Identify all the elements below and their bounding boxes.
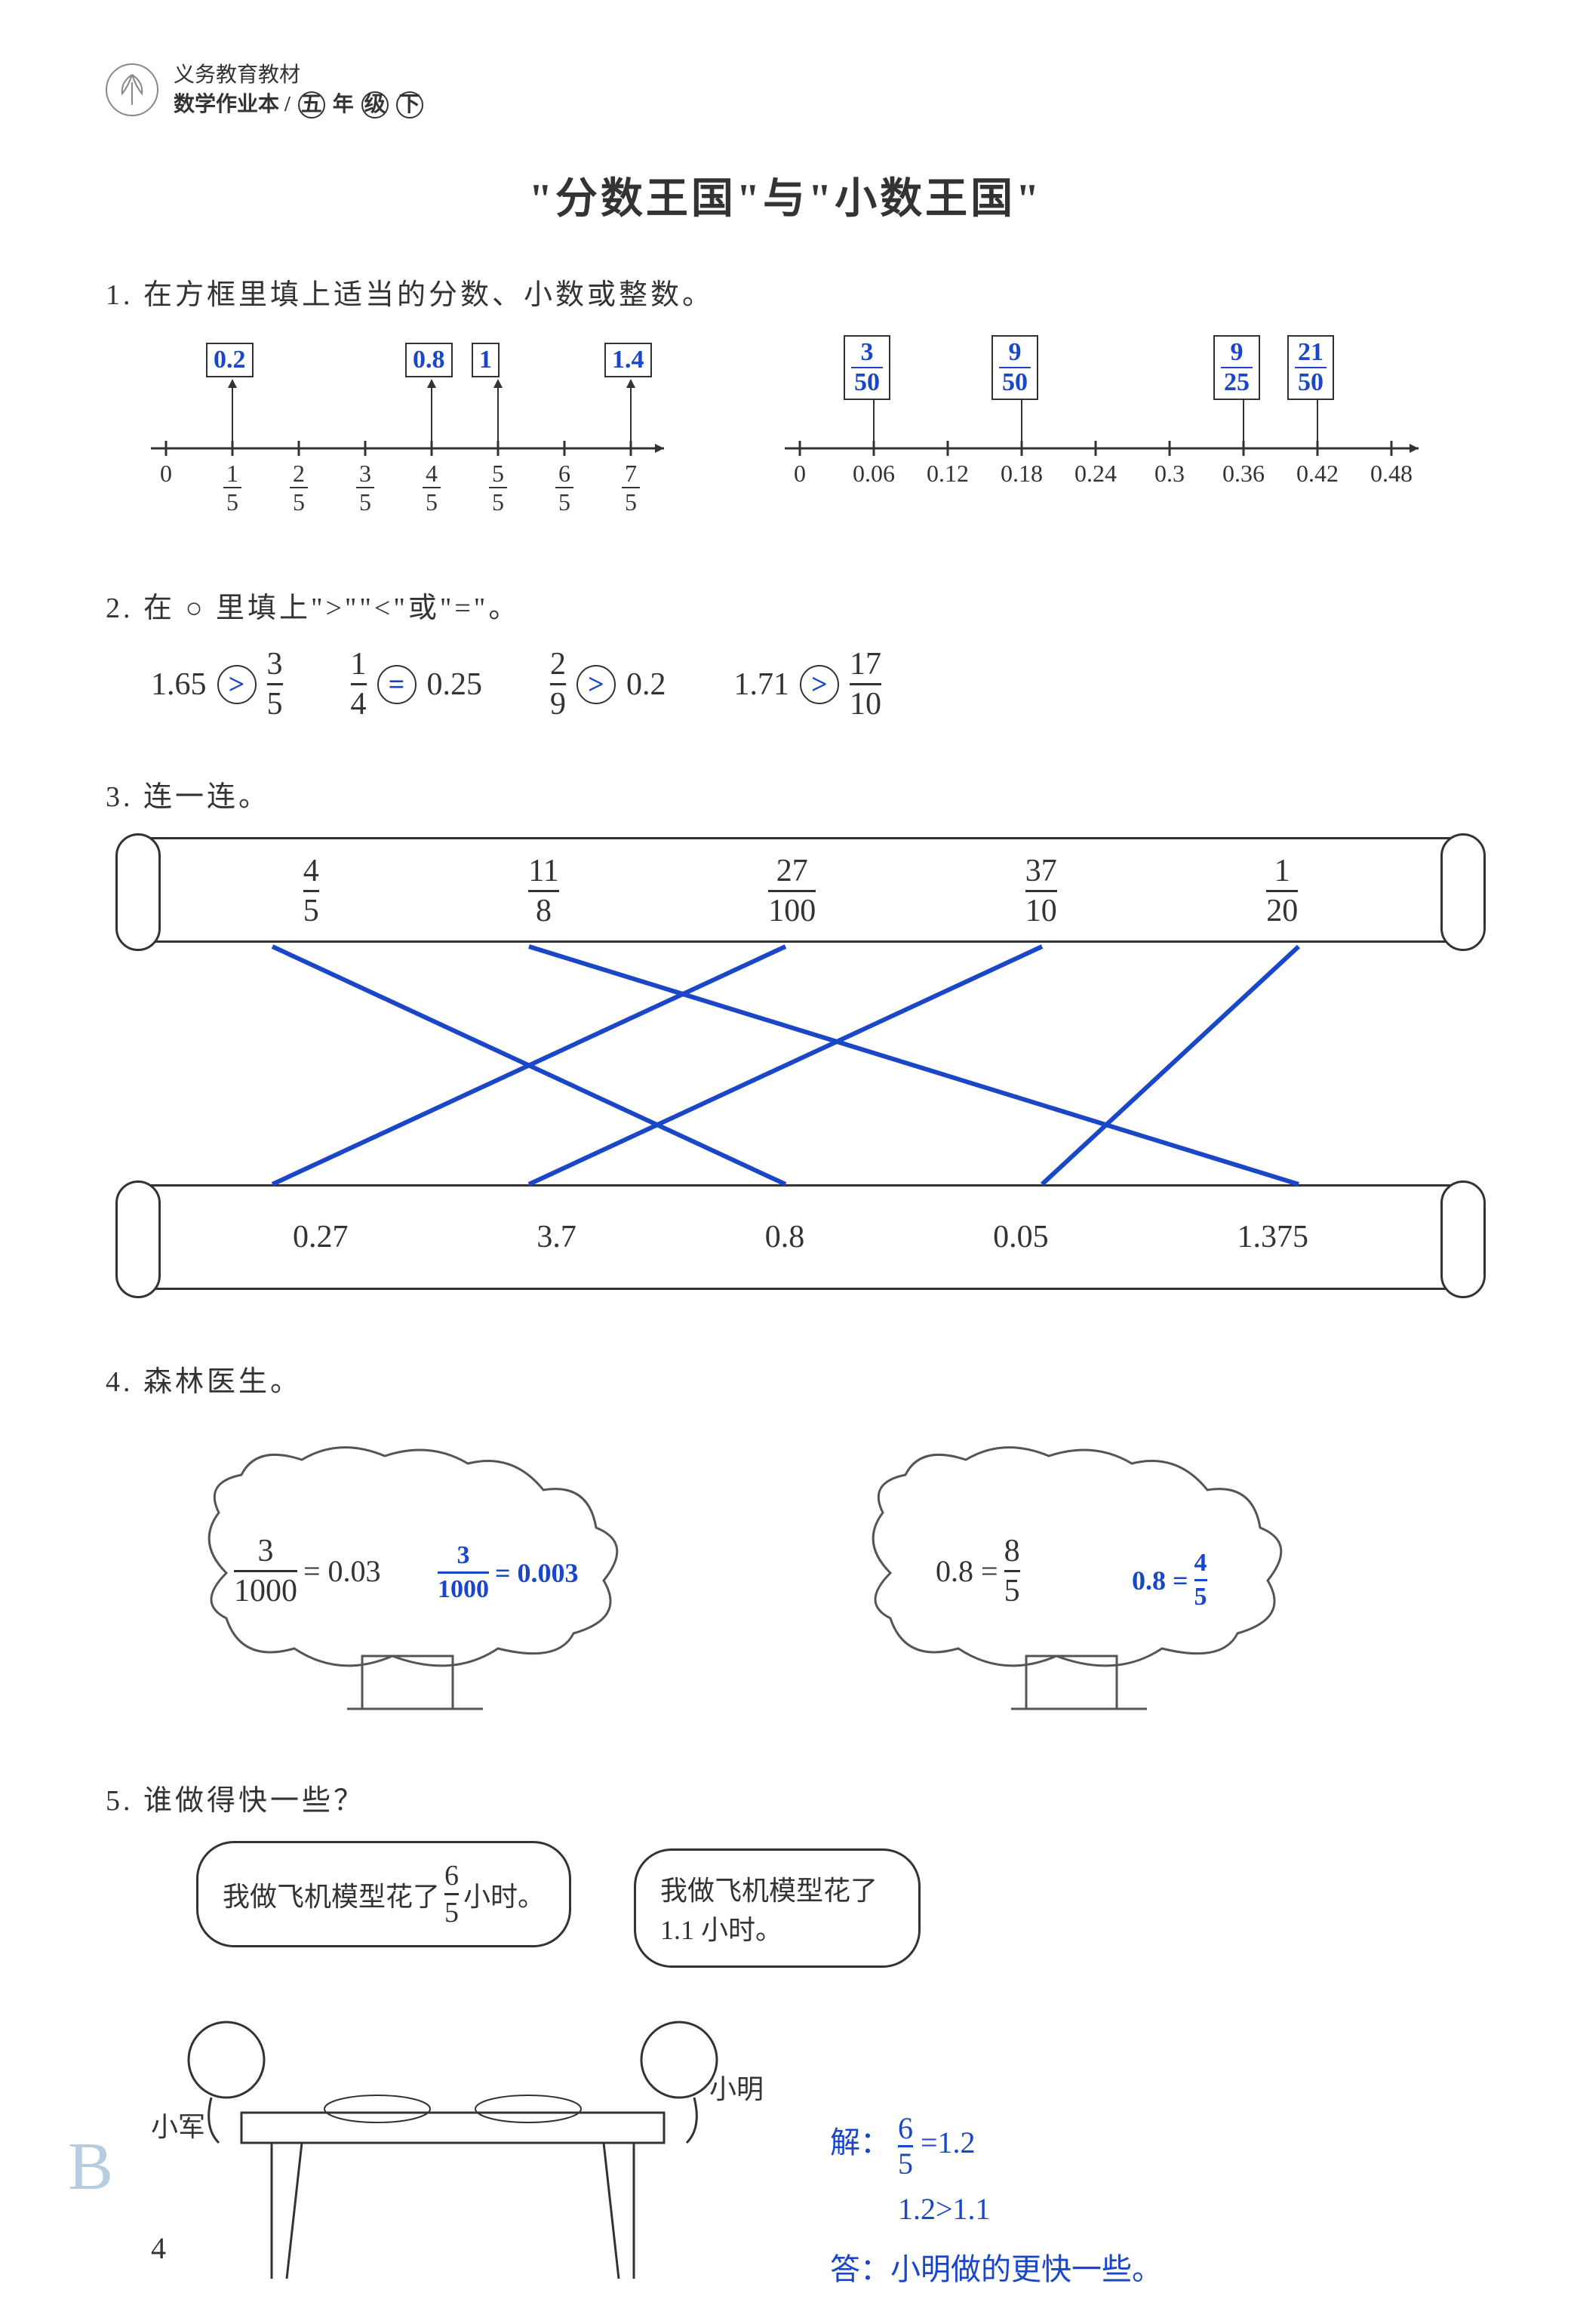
match-fraction: 3710 <box>1025 853 1057 927</box>
match-decimal: 0.05 <box>993 1219 1049 1255</box>
scroll-top: 45 118 27100 3710 120 <box>136 837 1465 943</box>
number-line-right: 0 0.06 0.12 0.18 0.24 0.3 0.36 0.42 0.48 350 950 9… <box>770 335 1434 531</box>
answer-box: 2150 <box>1287 335 1334 400</box>
tree-left-printed: 31000 = 0.03 <box>234 1535 381 1607</box>
page-title: "分数王国"与"小数王国" <box>106 165 1465 226</box>
tree-right-answer: 0.8 = 45 <box>1132 1550 1207 1610</box>
compare-row: 1.65>35 14=0.25 29>0.2 1.71>1710 <box>106 648 1465 720</box>
problem-3: 3. 连一连。 45 118 27100 3710 120 0.27 3.7 0.8 0.05… <box>106 773 1465 1305</box>
match-decimal: 3.7 <box>536 1219 576 1255</box>
scroll-cap-icon <box>115 833 161 951</box>
publisher-logo-icon <box>106 63 158 116</box>
tick-label: 0.42 <box>1295 460 1340 488</box>
tick-label: 45 <box>417 460 447 516</box>
compare-item: 1.65>35 <box>151 648 283 720</box>
compare-item: 1.71>1710 <box>734 648 882 720</box>
tick-label: 0.36 <box>1221 460 1266 488</box>
match-fraction: 45 <box>303 853 319 927</box>
scroll-cap-icon <box>1440 833 1486 951</box>
tick-label: 15 <box>217 460 247 516</box>
tick-label: 65 <box>549 460 580 516</box>
problem-5: 5. 谁做得快一些？ 我做飞机模型花了 65 小时。 我做飞机模型花了 1.1 … <box>106 1777 1465 2324</box>
compare-circle: > <box>800 665 839 704</box>
solution-line1: 解： 65 =1.2 <box>830 2113 1162 2178</box>
problem-5-text: 5. 谁做得快一些？ <box>106 1777 1465 1818</box>
problem-5-scene: 我做飞机模型花了 65 小时。 我做飞机模型花了 1.1 小时。 小军 小明 解… <box>106 1841 1465 2324</box>
match-decimal: 0.8 <box>765 1219 805 1255</box>
connection-lines <box>106 943 1465 1199</box>
tick-label: 0.12 <box>925 460 970 488</box>
scroll-bottom: 0.27 3.7 0.8 0.05 1.375 <box>136 1184 1465 1290</box>
tick-label: 0 <box>151 460 181 488</box>
page-number: 4 <box>151 2230 166 2266</box>
problem-1: 1. 在方框里填上适当的分数、小数或整数。 0 15 25 35 45 55 65 75 0.… <box>106 271 1465 531</box>
answer-box: 1 <box>472 343 500 377</box>
tree-left: 31000 = 0.03 31000 = 0.003 <box>151 1422 679 1724</box>
workbook-header: 义务教育教材 数学作业本 / 五 年 级 下 <box>106 60 1465 119</box>
tree-right: 0.8 = 85 0.8 = 45 <box>815 1422 1343 1724</box>
compare-item: 14=0.25 <box>351 648 483 720</box>
solution-line2: 1.2>1.1 <box>830 2179 1162 2239</box>
speech-bubble-2: 我做飞机模型花了 1.1 小时。 <box>634 1848 921 1968</box>
match-fraction: 27100 <box>768 853 816 927</box>
compare-circle: > <box>217 665 257 704</box>
name-label-2: 小明 <box>709 2067 764 2107</box>
tick-label: 0.48 <box>1369 460 1414 488</box>
header-line2: 数学作业本 / 五 年 级 下 <box>174 90 423 119</box>
answer-box: 0.2 <box>206 343 254 377</box>
problem-4-text: 4. 森林医生。 <box>106 1358 1465 1399</box>
tick-label: 55 <box>483 460 513 516</box>
solution-line3: 答：小明做的更快一些。 <box>830 2239 1162 2300</box>
speech-bubble-1: 我做飞机模型花了 65 小时。 <box>196 1841 571 1947</box>
number-lines: 0 15 25 35 45 55 65 75 0.2 0.8 1 1.4 0 0.06 0.12 0.18… <box>106 335 1465 531</box>
tick-label: 0 <box>777 460 822 488</box>
tick-label: 0.3 <box>1147 460 1192 488</box>
problem-2-text: 2. 在 ○ 里填上">""<"或"="。 <box>106 584 1465 626</box>
compare-item: 29>0.2 <box>550 648 666 720</box>
answer-box: 925 <box>1213 335 1260 400</box>
header-line1: 义务教育教材 <box>174 60 423 90</box>
number-line-left: 0 15 25 35 45 55 65 75 0.2 0.8 1 1.4 <box>136 335 679 531</box>
answer-box: 350 <box>844 335 890 400</box>
tick-label: 25 <box>284 460 314 516</box>
tick-label: 0.06 <box>851 460 896 488</box>
answer-box: 0.8 <box>405 343 453 377</box>
answer-box: 1.4 <box>604 343 652 377</box>
problem-3-text: 3. 连一连。 <box>106 773 1465 814</box>
tree-right-printed: 0.8 = 85 <box>936 1535 1020 1607</box>
kids-table-illustration-icon <box>136 1977 815 2309</box>
tree-icon <box>815 1422 1343 1724</box>
tick-label: 0.24 <box>1073 460 1118 488</box>
name-label-1: 小军 <box>151 2105 205 2144</box>
compare-circle: > <box>576 665 616 704</box>
match-decimal: 1.375 <box>1237 1219 1309 1255</box>
answer-box: 950 <box>991 335 1038 400</box>
problem-5-solution: 解： 65 =1.2 1.2>1.1 答：小明做的更快一些。 <box>830 2113 1162 2299</box>
tick-label: 35 <box>350 460 380 516</box>
page-letter: B <box>68 2128 113 2205</box>
tick-label: 75 <box>616 460 646 516</box>
match-fraction: 118 <box>528 853 558 927</box>
header-text: 义务教育教材 数学作业本 / 五 年 级 下 <box>174 60 423 119</box>
problem-1-text: 1. 在方框里填上适当的分数、小数或整数。 <box>106 271 1465 312</box>
compare-circle: = <box>377 665 417 704</box>
tree-left-answer: 31000 = 0.003 <box>438 1543 579 1602</box>
problem-2: 2. 在 ○ 里填上">""<"或"="。 1.65>35 14=0.25 29>0… <box>106 584 1465 720</box>
match-fraction: 120 <box>1266 853 1298 927</box>
tick-label: 0.18 <box>999 460 1044 488</box>
tree-icon <box>151 1422 679 1724</box>
match-decimal: 0.27 <box>293 1219 349 1255</box>
trees-row: 31000 = 0.03 31000 = 0.003 0.8 = 85 0.8 … <box>106 1422 1465 1724</box>
problem-4: 4. 森林医生。 31000 = 0.03 31000 = 0.003 <box>106 1358 1465 1724</box>
matching-area: 45 118 27100 3710 120 0.27 3.7 0.8 0.05 1.375 <box>106 837 1465 1305</box>
